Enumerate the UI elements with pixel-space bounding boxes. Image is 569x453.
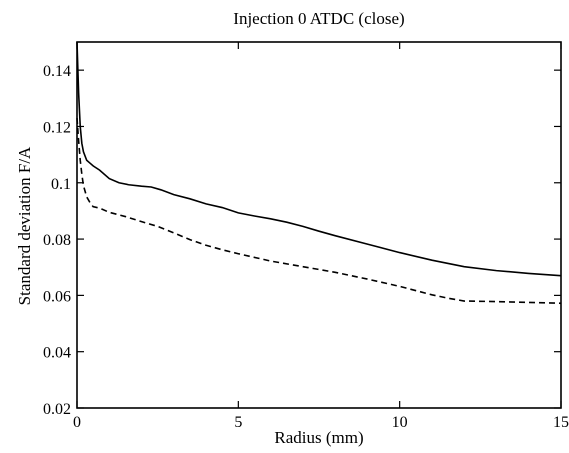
y-tick-label: 0.12: [43, 119, 71, 136]
series-layer: [76, 41, 562, 305]
x-tick-label: 15: [553, 414, 569, 431]
y-tick-label: 0.04: [43, 345, 71, 362]
series-line-dashed: [76, 117, 562, 305]
x-tick-label: 5: [234, 414, 242, 431]
y-tick-label: 0.1: [51, 176, 71, 193]
plot-frame: [76, 41, 562, 409]
y-axis-label: Standard deviation F/A: [15, 146, 34, 305]
y-tick-label: 0.14: [43, 63, 71, 80]
series-line-solid: [76, 41, 562, 277]
x-tick-label: 0: [73, 414, 81, 431]
axis-tick-labels: 0 5 10 15 0.02 0.04 0.06 0.08 0.1 0.12 0.14: [43, 63, 569, 431]
chart-title: Injection 0 ATDC (close): [233, 9, 404, 28]
y-tick-label: 0.06: [43, 288, 71, 305]
y-tick-label: 0.02: [43, 401, 71, 418]
x-tick-label: 10: [392, 414, 408, 431]
x-axis-label: Radius (mm): [274, 428, 363, 447]
y-tick-label: 0.08: [43, 232, 71, 249]
axis-ticks: [76, 42, 562, 409]
